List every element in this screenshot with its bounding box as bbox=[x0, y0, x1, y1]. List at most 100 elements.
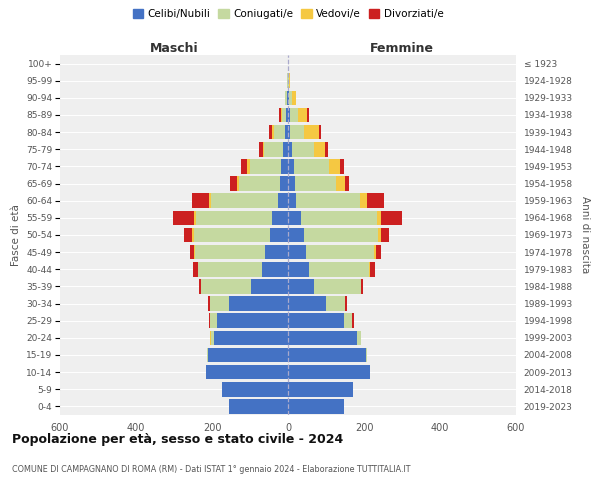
Y-axis label: Anni di nascita: Anni di nascita bbox=[580, 196, 590, 274]
Bar bbox=[190, 245, 194, 260]
Bar bbox=[196, 210, 272, 225]
Bar bbox=[199, 262, 262, 276]
Bar bbox=[288, 210, 301, 225]
Bar bbox=[292, 142, 314, 156]
Bar bbox=[377, 210, 381, 225]
Bar bbox=[288, 245, 306, 260]
Bar bbox=[288, 296, 326, 311]
Bar bbox=[184, 228, 192, 242]
Bar bbox=[340, 159, 344, 174]
Bar bbox=[366, 348, 367, 362]
Bar bbox=[301, 210, 377, 225]
Bar bbox=[280, 176, 288, 191]
Bar bbox=[289, 74, 290, 88]
Bar bbox=[369, 262, 370, 276]
Bar bbox=[290, 108, 298, 122]
Bar bbox=[250, 159, 281, 174]
Bar bbox=[236, 176, 239, 191]
Bar bbox=[289, 90, 292, 105]
Bar bbox=[272, 125, 274, 140]
Bar bbox=[263, 142, 265, 156]
Bar bbox=[208, 296, 210, 311]
Text: COMUNE DI CAMPAGNANO DI ROMA (RM) - Dati ISTAT 1° gennaio 2024 - Elaborazione TU: COMUNE DI CAMPAGNANO DI ROMA (RM) - Dati… bbox=[12, 465, 410, 474]
Bar bbox=[325, 142, 328, 156]
Bar bbox=[298, 108, 307, 122]
Bar bbox=[374, 245, 376, 260]
Bar bbox=[281, 159, 288, 174]
Bar bbox=[211, 330, 214, 345]
Bar bbox=[210, 314, 217, 328]
Bar bbox=[194, 228, 270, 242]
Bar bbox=[314, 279, 361, 293]
Bar bbox=[202, 279, 251, 293]
Bar bbox=[230, 176, 236, 191]
Bar bbox=[345, 296, 347, 311]
Bar bbox=[288, 348, 366, 362]
Bar bbox=[286, 108, 288, 122]
Bar bbox=[326, 296, 345, 311]
Bar bbox=[288, 314, 344, 328]
Bar bbox=[194, 210, 196, 225]
Bar bbox=[279, 108, 281, 122]
Bar bbox=[309, 262, 369, 276]
Bar bbox=[288, 365, 370, 380]
Bar bbox=[193, 262, 199, 276]
Bar bbox=[217, 314, 288, 328]
Bar bbox=[272, 210, 288, 225]
Bar bbox=[381, 228, 389, 242]
Bar bbox=[295, 176, 336, 191]
Bar bbox=[376, 245, 382, 260]
Bar bbox=[206, 365, 288, 380]
Bar bbox=[314, 142, 325, 156]
Bar bbox=[288, 399, 344, 413]
Bar bbox=[288, 125, 290, 140]
Bar bbox=[288, 382, 353, 396]
Bar bbox=[288, 194, 296, 208]
Bar bbox=[209, 194, 211, 208]
Bar bbox=[251, 279, 288, 293]
Bar bbox=[360, 194, 367, 208]
Y-axis label: Fasce di età: Fasce di età bbox=[11, 204, 20, 266]
Bar bbox=[336, 176, 346, 191]
Text: Femmine: Femmine bbox=[370, 42, 434, 55]
Bar bbox=[210, 330, 211, 345]
Bar bbox=[192, 194, 209, 208]
Bar bbox=[344, 314, 352, 328]
Legend: Celibi/Nubili, Coniugati/e, Vedovi/e, Divorziati/e: Celibi/Nubili, Coniugati/e, Vedovi/e, Di… bbox=[130, 6, 446, 22]
Bar bbox=[265, 142, 283, 156]
Bar bbox=[274, 125, 284, 140]
Bar bbox=[214, 330, 288, 345]
Bar bbox=[288, 159, 294, 174]
Bar bbox=[288, 142, 292, 156]
Bar bbox=[288, 90, 289, 105]
Bar bbox=[247, 159, 250, 174]
Bar bbox=[283, 142, 288, 156]
Bar bbox=[306, 245, 374, 260]
Bar bbox=[173, 210, 194, 225]
Bar bbox=[270, 228, 288, 242]
Bar bbox=[288, 262, 309, 276]
Bar bbox=[284, 125, 288, 140]
Bar bbox=[296, 194, 360, 208]
Bar bbox=[229, 296, 288, 311]
Bar bbox=[290, 125, 304, 140]
Bar bbox=[278, 194, 288, 208]
Bar bbox=[209, 314, 210, 328]
Bar bbox=[269, 125, 272, 140]
Bar bbox=[199, 279, 202, 293]
Bar bbox=[262, 262, 288, 276]
Bar bbox=[304, 125, 319, 140]
Bar bbox=[381, 210, 402, 225]
Bar bbox=[361, 279, 363, 293]
Bar bbox=[307, 108, 309, 122]
Bar bbox=[192, 228, 194, 242]
Bar bbox=[357, 330, 361, 345]
Bar bbox=[288, 176, 295, 191]
Text: Popolazione per età, sesso e stato civile - 2024: Popolazione per età, sesso e stato civil… bbox=[12, 432, 343, 446]
Bar bbox=[292, 90, 296, 105]
Bar bbox=[265, 245, 288, 260]
Bar bbox=[370, 262, 376, 276]
Bar bbox=[194, 245, 195, 260]
Bar bbox=[229, 399, 288, 413]
Bar bbox=[288, 279, 314, 293]
